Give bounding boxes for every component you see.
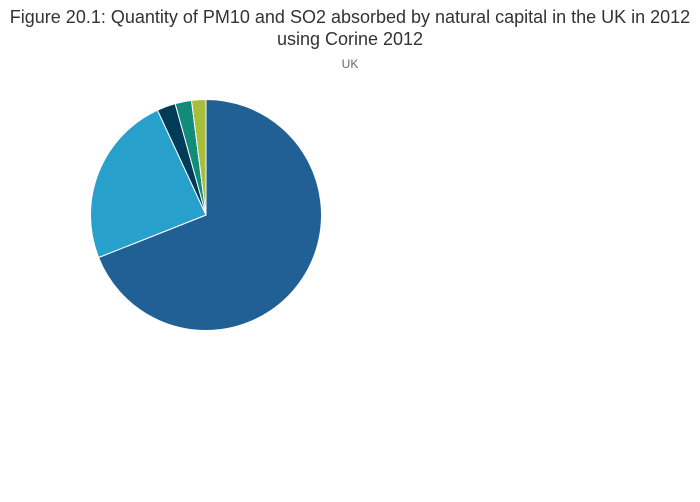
chart-subtitle: UK (341, 57, 359, 71)
chart-title: Figure 20.1: Quantity of PM10 and SO2 ab… (9, 7, 691, 49)
pie-slice-2[interactable] (90, 109, 207, 259)
pie-slice-5[interactable] (190, 98, 207, 216)
pie-slice-1[interactable] (97, 98, 322, 331)
pie-slices (90, 98, 322, 331)
